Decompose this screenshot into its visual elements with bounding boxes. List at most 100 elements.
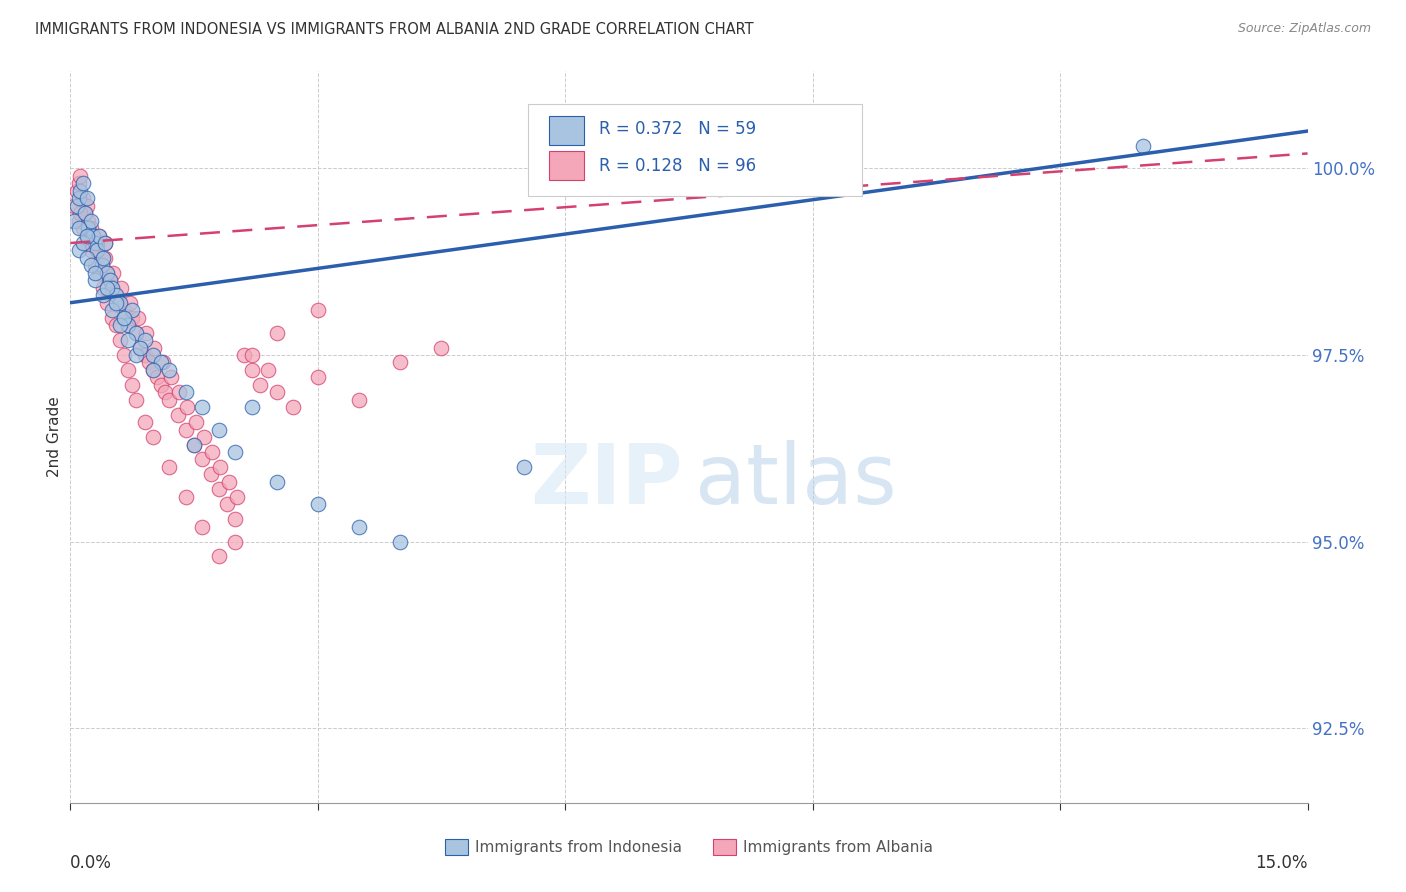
Point (100, 281, 122, 295)
Point (86, 244, 108, 258)
Point (98, 273, 121, 287)
Point (67, 244, 90, 258)
Point (89, 266, 111, 280)
Point (208, 483, 231, 497)
Point (112, 348, 135, 362)
Point (96, 295, 118, 310)
Point (112, 303, 135, 318)
Point (200, 467, 222, 482)
Point (193, 430, 215, 444)
Point (89, 228, 111, 243)
Point (84, 259, 107, 273)
Point (77, 213, 100, 227)
Text: 0.0%: 0.0% (70, 854, 112, 872)
Point (104, 295, 127, 310)
Point (75, 206, 97, 220)
Bar (550, 116, 583, 145)
Point (166, 408, 188, 422)
Point (117, 333, 139, 347)
Point (96, 281, 118, 295)
Point (513, 459, 536, 474)
Point (174, 385, 197, 400)
Point (104, 288, 127, 302)
Point (84, 235, 107, 250)
Point (150, 377, 173, 392)
Point (152, 355, 174, 369)
Point (80, 244, 103, 258)
Y-axis label: 2nd Grade: 2nd Grade (46, 397, 62, 477)
Point (69, 169, 91, 183)
Point (76, 228, 98, 243)
Point (94, 235, 117, 250)
Point (347, 392, 370, 407)
Point (176, 401, 198, 415)
Point (125, 348, 148, 362)
Point (94, 251, 117, 265)
Point (389, 355, 412, 369)
Point (389, 534, 412, 549)
Point (142, 363, 165, 377)
Point (82, 228, 104, 243)
Point (125, 326, 148, 340)
Point (66, 199, 89, 213)
Point (129, 341, 152, 355)
Point (160, 370, 183, 384)
Point (82, 228, 104, 243)
Point (191, 519, 214, 533)
Point (86, 235, 108, 250)
Point (257, 363, 280, 377)
Point (91, 251, 114, 265)
Point (80, 259, 103, 273)
Text: ZIP: ZIP (530, 441, 683, 522)
Point (191, 401, 214, 415)
Point (135, 326, 157, 340)
Point (224, 512, 246, 526)
Point (104, 318, 127, 332)
Point (430, 341, 453, 355)
Point (347, 519, 370, 533)
Point (134, 415, 156, 429)
Point (266, 475, 288, 489)
Point (96, 266, 118, 280)
Point (84, 235, 107, 250)
Point (80, 221, 103, 235)
Point (67, 177, 90, 191)
Point (77, 221, 100, 235)
Point (72, 191, 94, 205)
Point (100, 303, 122, 318)
Point (96, 266, 118, 280)
Point (240, 363, 263, 377)
Point (90, 259, 112, 273)
Point (66, 184, 89, 198)
Text: IMMIGRANTS FROM INDONESIA VS IMMIGRANTS FROM ALBANIA 2ND GRADE CORRELATION CHART: IMMIGRANTS FROM INDONESIA VS IMMIGRANTS … (35, 22, 754, 37)
Point (67, 213, 90, 227)
Point (110, 281, 132, 295)
Point (129, 341, 152, 355)
Point (153, 385, 176, 400)
Point (167, 385, 190, 400)
Point (157, 392, 180, 407)
Point (174, 490, 197, 504)
Point (118, 295, 141, 310)
Point (125, 392, 148, 407)
Point (91, 281, 114, 295)
Point (94, 235, 117, 250)
Point (76, 251, 98, 265)
Point (224, 534, 246, 549)
Point (157, 363, 180, 377)
Point (108, 295, 131, 310)
Point (201, 445, 224, 459)
Point (224, 445, 246, 459)
Point (183, 437, 205, 451)
Point (67, 191, 90, 205)
Point (307, 370, 329, 384)
Text: R = 0.128   N = 96: R = 0.128 N = 96 (599, 157, 756, 175)
Point (146, 370, 169, 384)
Point (89, 228, 111, 243)
Point (100, 310, 122, 325)
Point (121, 303, 143, 318)
Text: R = 0.372   N = 59: R = 0.372 N = 59 (599, 120, 756, 138)
Point (72, 221, 94, 235)
Point (117, 318, 139, 332)
Point (63, 213, 86, 227)
